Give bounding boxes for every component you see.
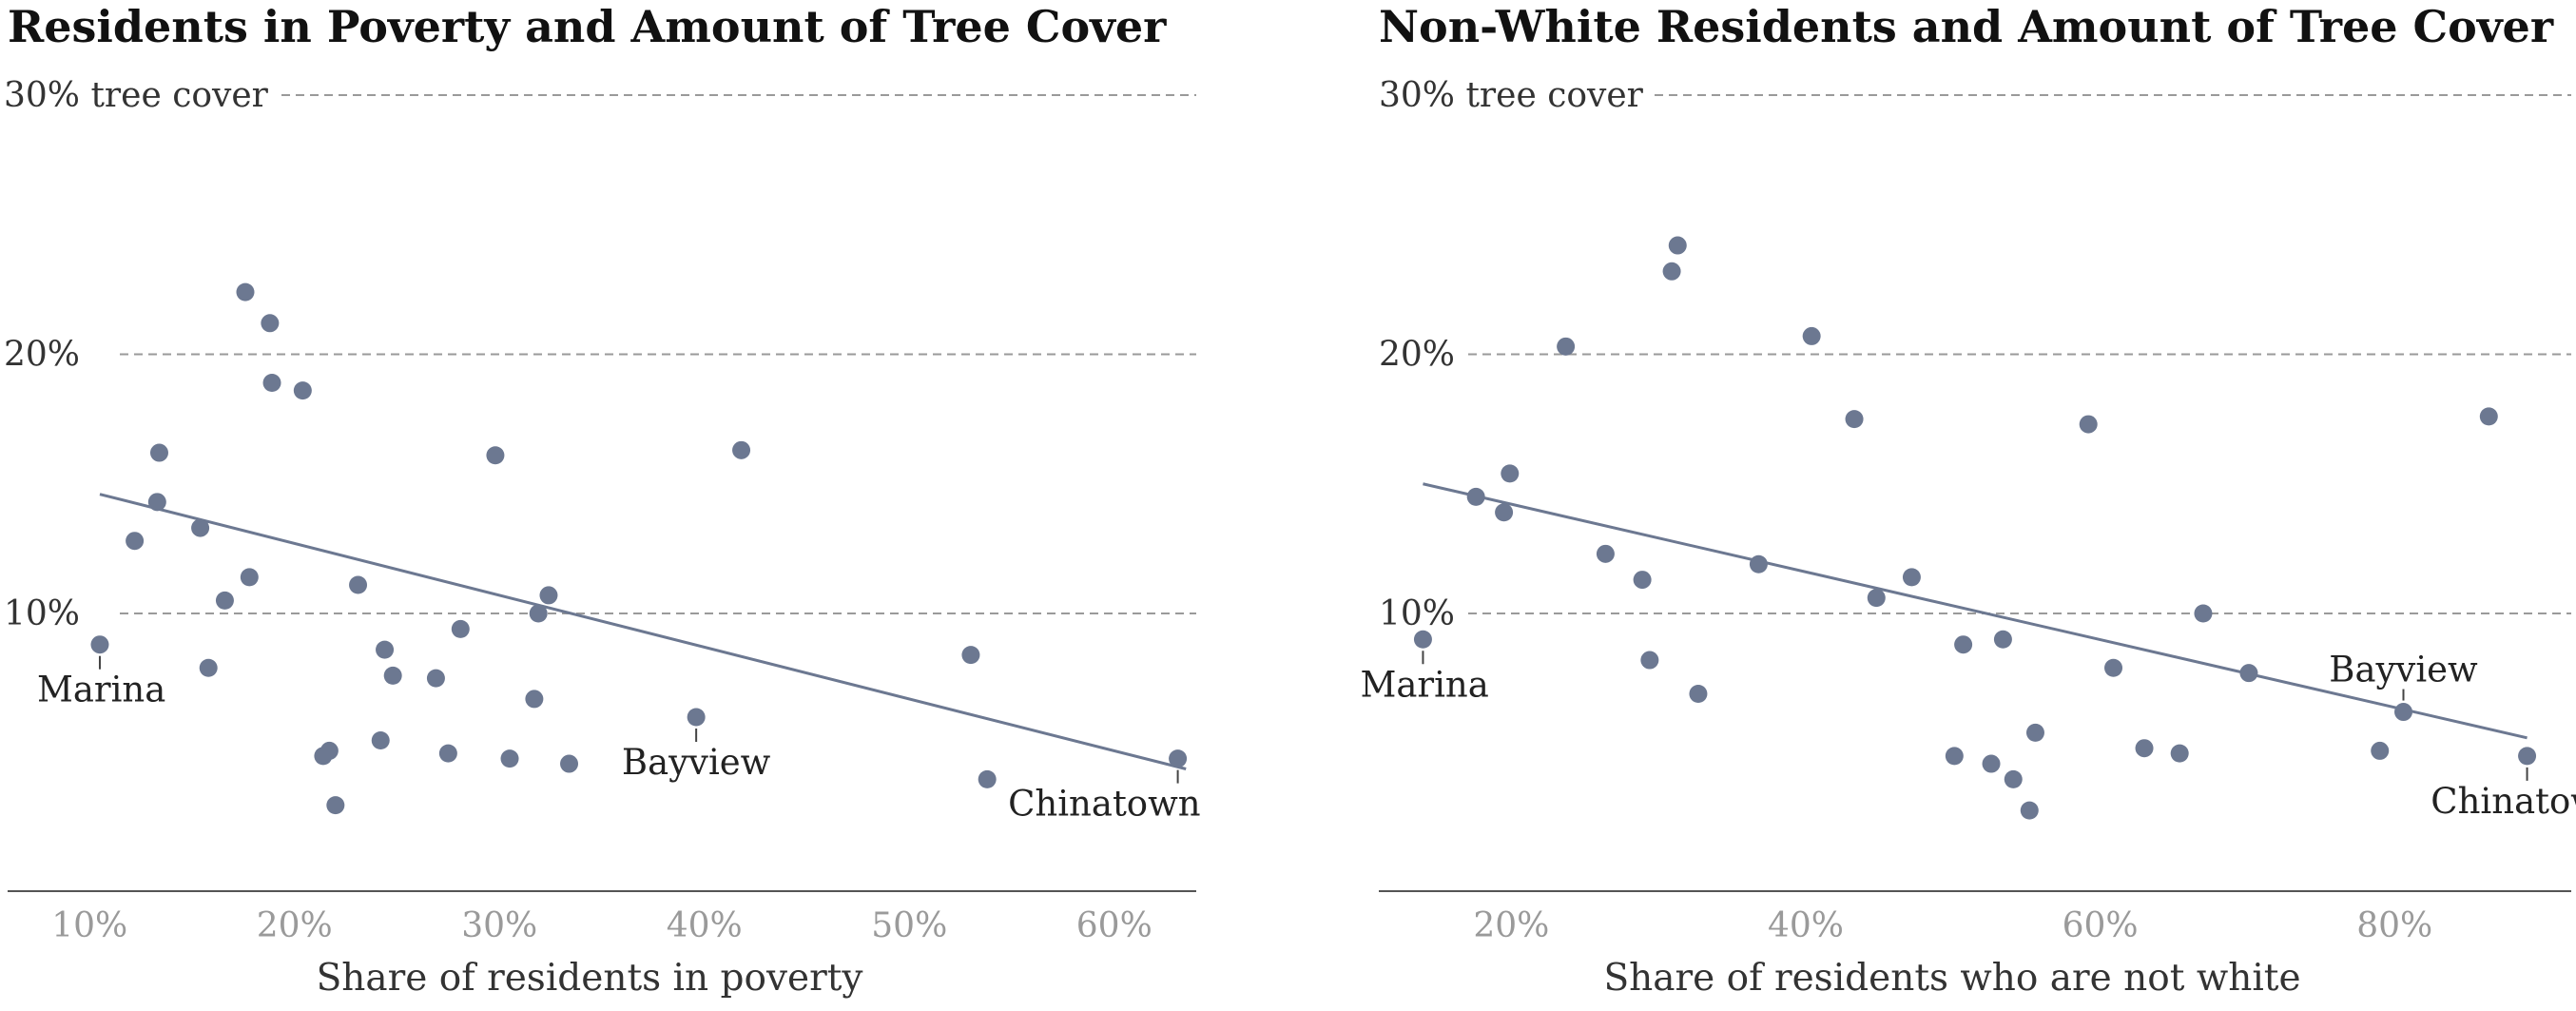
data-point [1845,410,1864,429]
data-point [1689,684,1708,703]
y-grid-label: 10% [4,594,80,633]
data-point [149,443,168,462]
y-grid-label: 30% tree cover [1379,76,1644,115]
x-tick-label: 40% [667,906,743,945]
data-point [2020,801,2039,820]
data-point [2025,723,2044,742]
chart-title: Non-White Residents and Amount of Tree C… [1379,1,2554,52]
data-point [90,635,109,654]
data-point [376,640,395,659]
data-point [320,741,339,760]
data-point [1802,326,1821,345]
data-point [2079,415,2098,434]
data-point [961,646,980,665]
data-point [293,381,312,400]
data-point [1557,337,1576,356]
data-point [500,749,519,768]
chart-title: Residents in Poverty and Amount of Tree … [8,1,1167,52]
data-point [486,446,505,465]
data-point [1982,754,2001,773]
data-point [240,568,259,587]
data-point [2194,604,2213,623]
data-point [426,669,445,688]
data-point [539,586,558,605]
data-point [349,575,368,594]
annotation-label: Marina [37,670,165,710]
data-point [2104,658,2123,677]
data-point [1749,554,1768,574]
data-point [199,658,218,677]
x-tick-label: 10% [51,906,127,945]
data-point [1668,236,1687,255]
x-tick-label: 30% [461,906,537,945]
data-point [1501,464,1520,483]
data-point [147,493,166,512]
data-point [438,744,457,763]
x-tick-label: 20% [1473,906,1549,945]
data-point [2170,744,2189,763]
data-point [1466,487,1485,506]
data-point [978,769,997,788]
data-point [326,796,345,815]
data-point [1633,571,1652,590]
data-point [262,373,281,392]
data-point [451,619,470,638]
data-point [236,282,255,301]
data-point [2239,664,2258,683]
poverty-chart-panel: Residents in Poverty and Amount of Tree … [4,1,1201,1000]
data-point [1993,630,2012,649]
data-point [687,708,706,727]
data-point [2394,703,2413,722]
data-point [383,666,402,685]
data-point [1945,747,1964,766]
data-point [1640,651,1659,670]
data-point [2518,747,2537,766]
x-tick-label: 50% [871,906,947,945]
data-point [261,314,280,333]
data-point [732,440,751,459]
data-point [1954,635,1973,654]
x-tick-label: 60% [2063,906,2139,945]
annotation-label: Chinatown [2431,781,2576,822]
data-point [1413,630,1432,649]
annotation-label: Chinatown [1008,784,1201,825]
x-tick-label: 20% [257,906,333,945]
data-point [1495,503,1514,522]
data-point [126,532,145,551]
data-point [2479,407,2498,426]
x-axis-title: Share of residents who are not white [1603,957,2300,1000]
data-point [191,518,210,537]
x-tick-label: 40% [1768,906,1844,945]
data-point [1867,589,1886,608]
y-grid-label: 10% [1379,594,1455,633]
data-point [215,591,234,610]
data-point [529,604,548,623]
data-point [560,754,579,773]
data-point [1902,568,1921,587]
y-grid-label: 20% [1379,336,1455,375]
data-point [1596,544,1615,563]
x-tick-label: 80% [2356,906,2432,945]
data-point [2371,741,2390,760]
data-point [371,731,390,750]
y-grid-label: 20% [4,336,80,375]
nonwhite-chart-panel: Non-White Residents and Amount of Tree C… [1360,1,2576,1000]
data-point [1169,749,1188,768]
data-point [1662,262,1681,281]
annotation-label: Bayview [622,742,771,783]
x-axis-title: Share of residents in poverty [317,957,863,1000]
data-point [2004,769,2023,788]
data-point [2135,739,2154,758]
annotation-label: Marina [1360,664,1488,705]
x-tick-label: 60% [1076,906,1152,945]
annotation-label: Bayview [2329,650,2478,690]
data-point [525,690,544,709]
trend-line [1423,482,2528,740]
trend-line [99,493,1187,770]
y-grid-label: 30% tree cover [4,76,269,115]
